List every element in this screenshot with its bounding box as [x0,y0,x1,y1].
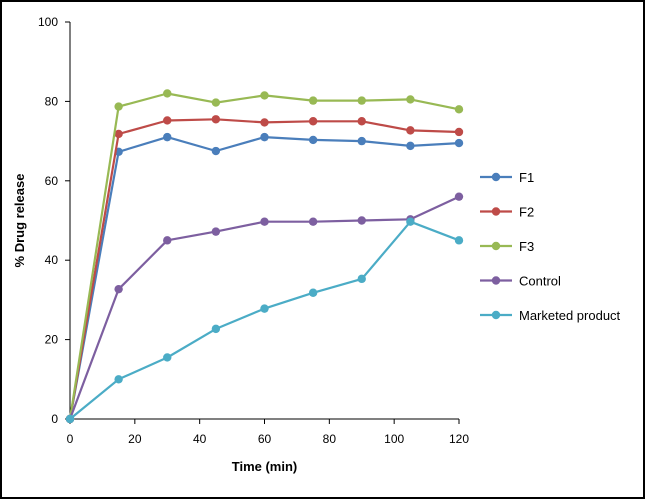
data-point [163,132,172,142]
data-point [357,274,366,284]
data-point [260,132,269,142]
data-point [406,141,415,151]
data-point [308,135,318,145]
data-point [406,126,415,135]
data-point [357,117,366,126]
data-point [65,414,75,424]
data-point [211,146,221,156]
legend-label: F3 [519,239,534,254]
series-line [68,92,460,420]
data-point [357,136,366,146]
legend-label: Control [519,274,561,289]
series-line [69,220,460,420]
data-point [308,217,318,226]
data-point [454,192,464,201]
y-tick-label: 100 [38,15,58,29]
axes: Time (min) % Drug release [12,22,459,474]
legend-item: F2 [480,205,534,220]
data-point [308,96,318,105]
ticks: 0 20 40 60 80 100 0 20 40 60 80 100 120 [38,15,469,446]
legend-marker [491,241,501,251]
data-point [308,117,318,126]
legend-item: F1 [480,170,534,185]
data-point [114,129,123,139]
data-point [308,288,318,297]
y-tick-label: 40 [45,253,59,267]
x-tick-label: 100 [384,432,404,446]
legend: F1 F2 F3 Control Marketed product [480,170,621,323]
x-axis-label: Time (min) [232,459,298,474]
series-layer [65,89,464,424]
data-point [211,227,221,236]
data-point [114,284,123,294]
x-tick-label: 60 [258,432,272,446]
x-tick-label: 40 [193,432,207,446]
legend-label: F1 [519,170,534,185]
y-tick-label: 0 [51,412,58,426]
data-point [163,89,172,98]
data-point [454,105,464,114]
legend-marker [491,172,501,182]
data-point [260,91,269,100]
data-point [357,216,366,225]
legend-item: Control [480,274,561,289]
series-f1 [65,132,464,424]
x-tick-label: 0 [67,432,74,446]
legend-label: F2 [519,205,534,220]
legend-item: F3 [480,239,534,254]
data-point [260,217,269,226]
data-point [163,353,172,362]
data-point [357,96,366,105]
x-tick-label: 120 [449,432,469,446]
x-tick-label: 20 [128,432,142,446]
data-point [163,116,172,125]
data-point [114,375,123,384]
series-marketed-product [65,217,464,424]
data-point [211,98,221,107]
data-point [260,304,269,313]
y-tick-label: 20 [45,333,59,347]
legend-label: Marketed product [519,308,621,323]
legend-marker [491,207,501,216]
legend-item: Marketed product [480,308,621,323]
data-point [454,127,464,137]
data-point [454,236,464,245]
x-tick-label: 80 [323,432,337,446]
y-tick-label: 80 [45,94,59,108]
data-point [406,95,415,104]
y-tick-label: 60 [45,174,59,188]
legend-marker [491,276,501,285]
data-point [163,236,172,245]
data-point [211,324,221,334]
legend-marker [491,310,501,320]
y-axis-label: % Drug release [12,174,27,268]
data-point [114,102,123,111]
data-point [211,115,221,124]
data-point [260,118,269,127]
data-point [406,217,415,226]
data-point [454,138,464,148]
